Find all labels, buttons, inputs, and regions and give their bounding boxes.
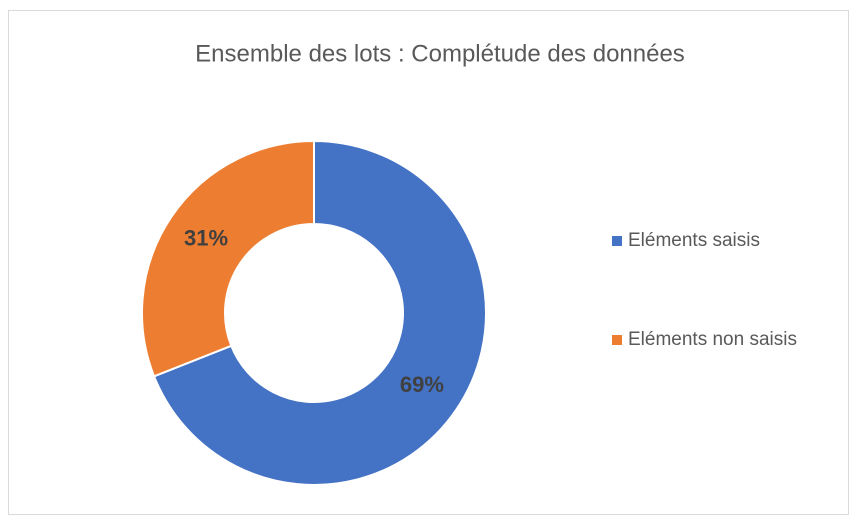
donut-segment [152, 139, 487, 486]
legend-swatch [612, 335, 622, 345]
donut-segment [141, 139, 315, 378]
legend-swatch [612, 236, 622, 246]
legend-label: Eléments non saisis [628, 329, 797, 350]
legend-label: Eléments saisis [628, 230, 760, 251]
data-label: 69% [400, 372, 444, 397]
data-label: 31% [184, 225, 228, 250]
chart-title: Ensemble des lots : Complétude des donné… [195, 40, 685, 67]
